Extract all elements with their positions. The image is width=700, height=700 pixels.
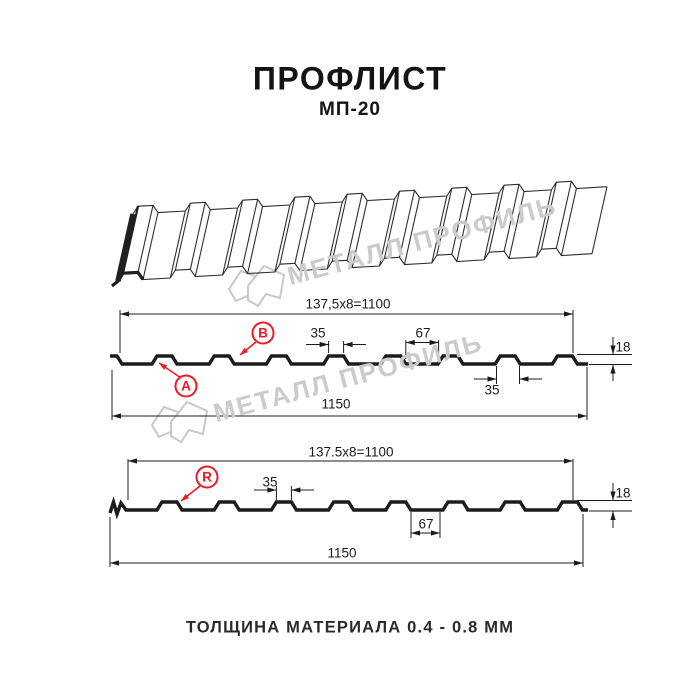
page-title: ПРОФЛИСТ [252,60,448,97]
upper-overall-dim-label: 1150 [321,396,351,412]
upper-profile-drawing [110,310,632,420]
lower-coverage-dim-label: 137.5x8=1100 [308,444,394,460]
upper-valley-dim-label: 67 [415,325,431,341]
marker-a-badge: A [174,374,198,398]
marker-b-badge: B [251,321,275,345]
lower-overall-dim-label: 1150 [327,545,357,561]
metall-profil-logo-icon [150,264,286,444]
lower-height-dim-label: 18 [615,485,631,501]
upper-rib-base-dim-label: 35 [484,382,500,398]
page-subtitle: МП-20 [319,99,381,120]
upper-coverage-dim-label: 137,5x8=1100 [305,296,391,312]
upper-height-dim-label: 18 [615,339,631,355]
marker-r-badge: R [195,465,219,489]
lower-valley-dim-label: 67 [418,516,434,532]
lower-rib-top-dim-label: 35 [262,474,278,490]
upper-rib-top-dim-label: 35 [310,325,326,341]
lower-profile-drawing [108,458,632,567]
sheet-3d-view [110,180,608,288]
material-thickness-note: ТОЛЩИНА МАТЕРИАЛА 0.4 - 0.8 ММ [185,618,515,637]
